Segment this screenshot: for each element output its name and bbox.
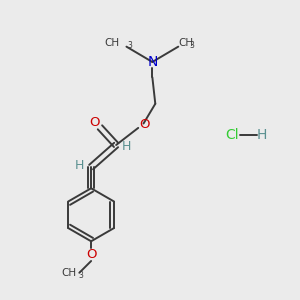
Text: 3: 3 — [78, 271, 83, 280]
Text: H: H — [257, 128, 267, 142]
Text: O: O — [86, 248, 96, 261]
Text: CH: CH — [61, 268, 76, 278]
Text: N: N — [147, 55, 158, 69]
Text: H: H — [122, 140, 131, 153]
Text: CH: CH — [178, 38, 194, 48]
Text: O: O — [89, 116, 100, 128]
Text: H: H — [75, 159, 85, 172]
Text: Cl: Cl — [226, 128, 239, 142]
Text: 3: 3 — [127, 41, 132, 50]
Text: CH: CH — [105, 38, 120, 48]
Text: O: O — [140, 118, 150, 131]
Text: 3: 3 — [190, 41, 194, 50]
